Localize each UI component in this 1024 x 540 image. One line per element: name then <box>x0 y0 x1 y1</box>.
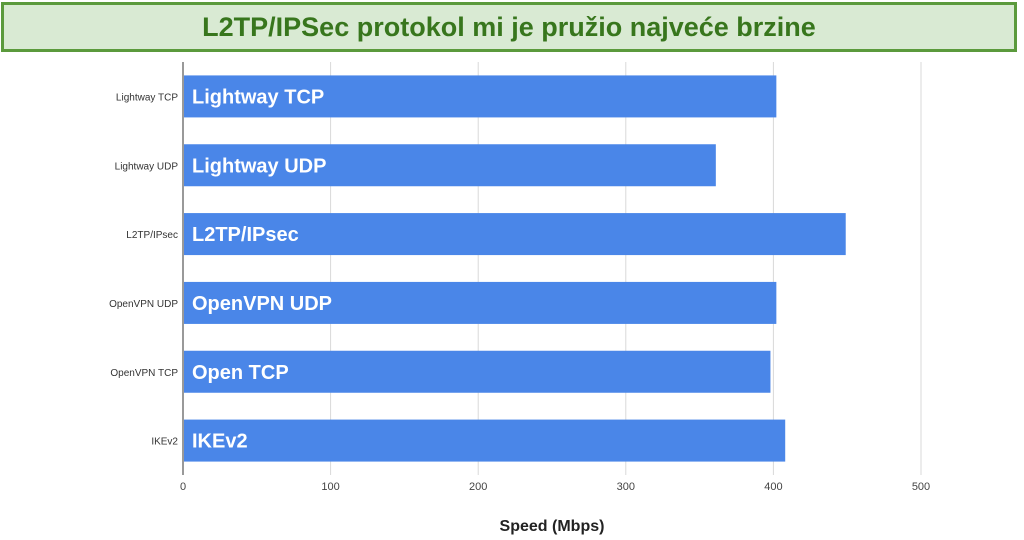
category-label: Lightway UDP <box>115 161 179 172</box>
bar-label: OpenVPN UDP <box>192 293 332 315</box>
bar-label: L2TP/IPsec <box>192 224 299 246</box>
bar <box>184 419 786 462</box>
bar-label: Lightway UDP <box>192 155 326 177</box>
bar <box>184 281 777 324</box>
bar <box>184 144 716 187</box>
x-tick-labels: 0 100 200 300 400 500 <box>180 481 930 493</box>
x-tick-label: 300 <box>617 481 635 493</box>
category-label: L2TP/IPsec <box>126 230 178 241</box>
bar-label: Open TCP <box>192 362 289 384</box>
x-axis-label: Speed (Mbps) <box>500 518 605 535</box>
bar <box>184 213 846 256</box>
bar-label: IKEv2 <box>192 431 248 453</box>
bar <box>184 75 777 118</box>
category-label: IKEv2 <box>151 437 178 448</box>
bar-label: Lightway TCP <box>192 86 324 108</box>
category-label: OpenVPN TCP <box>110 368 178 379</box>
bars: Lightway TCP Lightway UDP L2TP/IPsec OpenVP… <box>184 75 846 462</box>
x-tick-label: 200 <box>469 481 487 493</box>
category-label: OpenVPN UDP <box>109 299 178 310</box>
chart-title: L2TP/IPSec protokol mi je pružio najveće… <box>202 11 816 42</box>
x-tick-label: 400 <box>764 481 782 493</box>
category-labels: Lightway TCP Lightway UDP L2TP/IPsec OpenVP… <box>109 92 178 447</box>
category-label: Lightway TCP <box>116 92 178 103</box>
x-tick-label: 500 <box>912 481 930 493</box>
gridlines <box>330 62 922 475</box>
x-tick-label: 0 <box>180 481 186 493</box>
bar <box>184 350 771 393</box>
x-tick-label: 100 <box>321 481 339 493</box>
title-banner: L2TP/IPSec protokol mi je pružio najveće… <box>1 2 1017 52</box>
